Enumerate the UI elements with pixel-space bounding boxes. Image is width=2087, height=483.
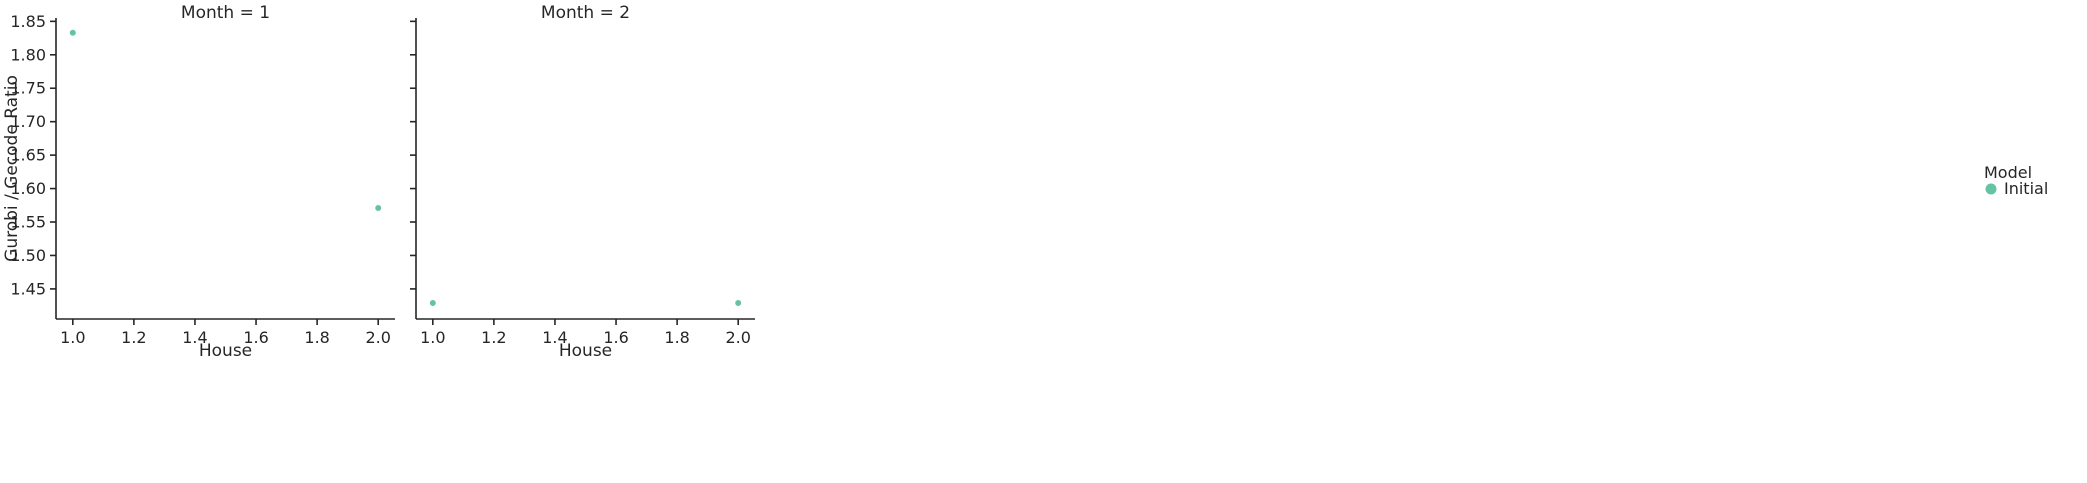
- x-tick-label: 2.0: [365, 328, 390, 347]
- facet-panel-month-1: Month = 1 House 1.45 1.50 1.55 1.60 1.65 1.70…: [10, 3, 395, 361]
- legend-marker-initial: [1985, 183, 1997, 195]
- y-tick-label: 1.75: [10, 79, 46, 98]
- x-tick-label: 1.2: [121, 328, 146, 347]
- y-tick-label: 1.85: [10, 12, 46, 31]
- y-tick-label: 1.45: [10, 279, 46, 298]
- x-tick-label: 1.4: [182, 328, 207, 347]
- y-axis-label: Gurobi / Gecode Ratio: [2, 75, 22, 262]
- x-axis-label: House: [559, 341, 612, 361]
- facet-panel-month-2: Month = 2 House 1.0 1.2 1.4 1.6 1.8 2.0: [410, 3, 755, 361]
- data-point: [734, 299, 742, 307]
- legend-label-initial: Initial: [2004, 179, 2048, 198]
- x-tick-label: 1.2: [481, 328, 506, 347]
- x-axis-label: House: [199, 341, 252, 361]
- panel-title: Month = 1: [181, 3, 270, 23]
- legend: Model Initial: [1984, 163, 2048, 198]
- x-tick-label: 1.8: [664, 328, 689, 347]
- y-tick-label: 1.80: [10, 45, 46, 64]
- x-tick-label: 1.6: [243, 328, 268, 347]
- x-tick-label: 1.4: [542, 328, 567, 347]
- x-tick-label: 1.0: [60, 328, 85, 347]
- x-tick-label: 1.0: [420, 328, 445, 347]
- y-tick-label: 1.55: [10, 213, 46, 232]
- y-tick-label: 1.65: [10, 146, 46, 165]
- y-tick-label: 1.50: [10, 246, 46, 265]
- data-point: [69, 29, 77, 37]
- data-point: [429, 299, 437, 307]
- x-tick-label: 1.8: [304, 328, 329, 347]
- x-tick-label: 2.0: [725, 328, 750, 347]
- y-tick-label: 1.70: [10, 112, 46, 131]
- y-tick-label: 1.60: [10, 179, 46, 198]
- panel-title: Month = 2: [541, 3, 630, 23]
- legend-title: Model: [1984, 163, 2032, 182]
- x-tick-label: 1.6: [603, 328, 628, 347]
- data-point: [374, 204, 382, 212]
